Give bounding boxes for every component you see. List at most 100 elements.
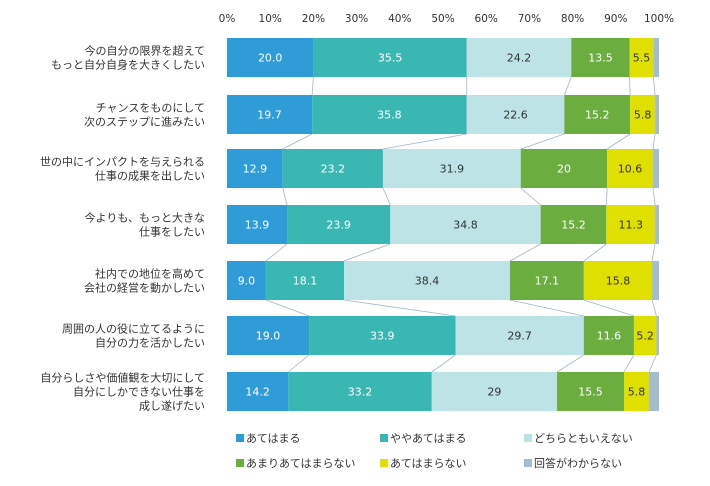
- data-label: 5.5: [633, 52, 651, 65]
- bar-segment: [265, 261, 345, 300]
- connector-line: [311, 76, 314, 96]
- x-tick-label: 20%: [302, 13, 325, 25]
- legend-swatch: [380, 434, 388, 442]
- category-label: 自分らしさや価値観を大切にして: [40, 371, 205, 385]
- connector-line: [651, 243, 656, 262]
- x-tick-label: 30%: [345, 13, 368, 25]
- data-label: 15.2: [585, 109, 610, 122]
- x-tick-label: 100%: [644, 13, 674, 25]
- bar-segment: [655, 205, 659, 244]
- bar-segment: [312, 95, 467, 134]
- data-label: 34.8: [453, 219, 478, 232]
- connector-line: [652, 133, 656, 150]
- connector-line: [564, 76, 572, 96]
- connector-line: [583, 299, 635, 317]
- bar-segment: [649, 372, 659, 411]
- bar-segment: [633, 316, 657, 355]
- x-tick-label: 0%: [219, 13, 236, 25]
- data-label: 24.2: [507, 52, 532, 65]
- bar-segment: [382, 149, 521, 188]
- bar-segment: [607, 149, 653, 188]
- connector-line: [288, 354, 310, 373]
- connector-line: [509, 299, 584, 317]
- category-labels: 今の自分の限界を超えてもっと自分自身を大きくしたいチャンスをものにして次のステッ…: [40, 44, 205, 413]
- bar-segment: [624, 372, 650, 411]
- legend-swatch: [380, 459, 388, 467]
- data-label: 15.5: [578, 386, 603, 399]
- bar-segment: [309, 316, 456, 355]
- x-tick-label: 50%: [431, 13, 454, 25]
- data-label: 5.8: [628, 386, 646, 399]
- data-label: 17.1: [535, 275, 560, 288]
- bar-segment: [606, 205, 656, 244]
- connector-line: [651, 299, 657, 317]
- data-label: 10.6: [618, 163, 643, 176]
- bar-segment: [520, 149, 608, 188]
- category-label: 今よりも、もっと大きな: [85, 211, 205, 225]
- bar-segment: [227, 38, 314, 77]
- data-label: 20: [557, 163, 571, 176]
- data-labels: 20.0 35.5 24.2 13.5 5.5 19.7 35.8 22.6 15.2 5.8 12…: [238, 52, 654, 399]
- data-label: 35.5: [378, 52, 403, 65]
- connector-line: [605, 187, 608, 206]
- bar-segment: [313, 38, 467, 77]
- data-label: 29.7: [507, 330, 532, 343]
- bar-segment: [509, 261, 584, 300]
- category-label: 仕事をしたい: [139, 226, 205, 239]
- category-label: 自分の力を活かしたい: [95, 337, 205, 350]
- data-label: 31.9: [440, 163, 465, 176]
- bar-segment: [455, 316, 584, 355]
- legend-label: ややあてはまる: [390, 432, 467, 445]
- category-label: 仕事の成果を出したい: [95, 169, 205, 183]
- bar-segment: [227, 149, 283, 188]
- data-label: 23.9: [326, 219, 351, 232]
- connector-line: [623, 354, 635, 373]
- bar-segment: [431, 372, 558, 411]
- bar-segment: [227, 316, 310, 355]
- bar-segment: [557, 372, 625, 411]
- bar-segment: [629, 38, 654, 77]
- bar-segment: [583, 261, 653, 300]
- x-tick-label: 10%: [259, 13, 282, 25]
- data-label: 5.2: [636, 330, 654, 343]
- data-label: 15.8: [606, 275, 631, 288]
- bar-segment: [227, 261, 266, 300]
- data-label: 33.9: [370, 330, 395, 343]
- category-label: 周囲の人の役に立てるように: [62, 322, 205, 336]
- category-label: 次のステップに進みたい: [84, 115, 205, 129]
- x-tick-label: 70%: [518, 13, 541, 25]
- bar-segment: [287, 205, 391, 244]
- category-label: 成し遂げたい: [139, 399, 205, 413]
- bar-segment: [564, 95, 631, 134]
- bar-segment: [227, 205, 288, 244]
- legend-label: あまりあてはまらない: [246, 457, 356, 470]
- bar-segment: [344, 261, 510, 300]
- connector-line: [652, 76, 656, 96]
- connector-line: [343, 243, 391, 262]
- connector-line: [648, 354, 657, 373]
- series-connector-lines: [265, 76, 657, 373]
- bar-segments: [227, 38, 659, 411]
- category-label: 世の中にインパクトを与えられる: [40, 156, 205, 169]
- connector-line: [344, 299, 456, 317]
- bar-segment: [652, 261, 659, 300]
- data-label: 38.4: [415, 275, 440, 288]
- connector-line: [382, 133, 467, 150]
- connector-line: [282, 187, 288, 206]
- bar-segment: [630, 95, 656, 134]
- data-label: 22.6: [503, 109, 528, 122]
- data-label: 35.8: [377, 109, 402, 122]
- bar-segment: [571, 38, 630, 77]
- data-label: 33.2: [348, 386, 373, 399]
- legend-label: どちらともいえない: [534, 432, 633, 445]
- connector-line: [282, 133, 313, 150]
- bar-segment: [227, 95, 313, 134]
- bar-segment: [288, 372, 432, 411]
- connector-line: [520, 187, 541, 206]
- legend-label: あてはまらない: [390, 457, 467, 470]
- data-label: 15.2: [561, 219, 586, 232]
- connector-line: [583, 243, 607, 262]
- legend-label: 回答がわからない: [534, 456, 622, 470]
- legend-label: あてはまる: [246, 432, 301, 445]
